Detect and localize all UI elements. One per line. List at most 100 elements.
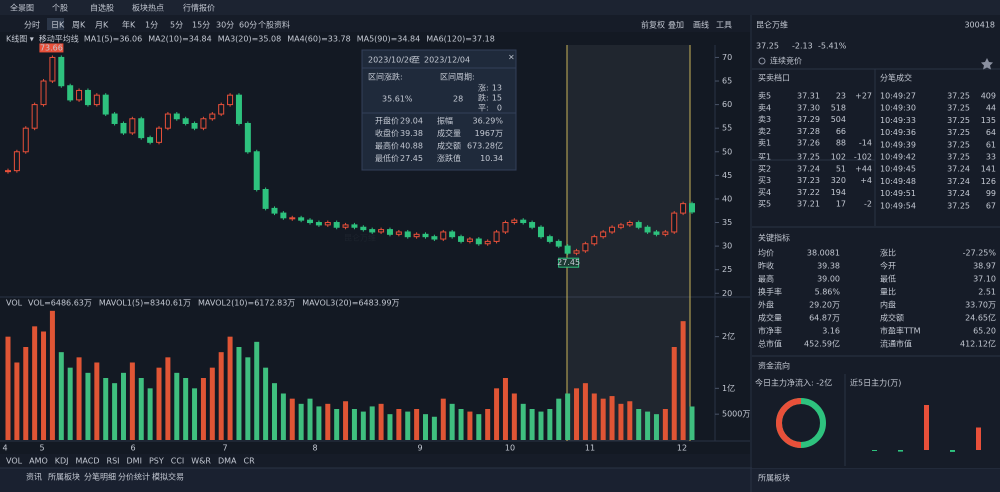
- period-tab[interactable]: 周K: [72, 21, 86, 30]
- close-button[interactable]: ×: [508, 53, 515, 62]
- indicator-tab[interactable]: RSI: [107, 457, 120, 466]
- period-tab[interactable]: 60分: [239, 21, 257, 30]
- candle: [147, 137, 154, 143]
- indicator-tab[interactable]: VOL: [6, 457, 23, 466]
- period-tab[interactable]: 1分: [145, 21, 158, 30]
- indicator-tab[interactable]: KDJ: [55, 457, 69, 466]
- x-tick-label: 4: [2, 444, 7, 453]
- candle: [342, 224, 349, 228]
- trade-volume: 99: [986, 189, 996, 198]
- nav-item[interactable]: 个股: [52, 4, 68, 13]
- indicator-tab[interactable]: AMO: [29, 457, 48, 466]
- candle: [404, 231, 411, 238]
- candle: [422, 233, 429, 238]
- period-tab[interactable]: 30分: [216, 21, 234, 30]
- candle: [253, 151, 260, 191]
- volume-bar: [423, 414, 429, 440]
- level-price: 37.23: [797, 176, 820, 185]
- stat-value: 36.29%: [472, 117, 503, 126]
- x-tick-label: 11: [585, 444, 595, 453]
- nav-item[interactable]: 全景图: [10, 3, 34, 13]
- y-tick-label: 50: [722, 147, 732, 156]
- news-tab[interactable]: 分笔明细: [84, 472, 116, 482]
- trade-volume: 141: [981, 165, 996, 174]
- indicator-tab[interactable]: DMI: [127, 457, 142, 466]
- stat-value: 39.38: [400, 129, 423, 138]
- candle: [351, 224, 358, 228]
- indicator-tab[interactable]: CR: [244, 457, 256, 466]
- volume-bar: [485, 409, 491, 440]
- indicator-tab[interactable]: MACD: [76, 457, 100, 466]
- period-tab[interactable]: 年K: [122, 20, 136, 30]
- trade-time: 10:49:30: [880, 104, 916, 113]
- candle: [378, 229, 385, 233]
- y-tick-label: 5000万: [722, 410, 750, 419]
- volume-bar: [120, 372, 126, 440]
- favorite-icon[interactable]: [981, 58, 993, 70]
- period-tab[interactable]: 日K: [51, 21, 65, 30]
- tool-button[interactable]: 叠加: [668, 20, 684, 30]
- volume-bar: [449, 403, 455, 440]
- top-nav: [0, 0, 1000, 15]
- volume-bar: [680, 321, 686, 440]
- candle: [466, 238, 473, 242]
- indicator-tab[interactable]: W&R: [191, 457, 211, 466]
- stat-value: 27.45: [400, 154, 423, 163]
- ma-legend: MA2(10)=34.84: [148, 35, 212, 44]
- count-label: 跌:: [478, 93, 489, 103]
- news-tab[interactable]: 模拟交易: [152, 472, 184, 482]
- nav-item[interactable]: 自选股: [90, 3, 114, 13]
- y-tick-label: 2亿: [722, 331, 735, 341]
- nav-item[interactable]: 行情报价: [183, 3, 215, 13]
- volume-bar: [138, 378, 144, 440]
- news-tab[interactable]: 所属板块: [48, 472, 80, 482]
- indicator-tab[interactable]: DMA: [218, 457, 237, 466]
- nav-item[interactable]: 板块热点: [132, 3, 164, 13]
- news-tab[interactable]: 分价统计: [118, 472, 150, 482]
- period-tab[interactable]: 5分: [170, 21, 183, 30]
- candle: [573, 250, 580, 254]
- candle: [138, 118, 145, 139]
- candle: [440, 231, 447, 240]
- candle: [84, 89, 91, 106]
- news-tab[interactable]: 资讯: [26, 472, 42, 482]
- metric-label: 市净率: [758, 326, 782, 336]
- volume-bar: [609, 396, 615, 440]
- volume-legend: MAVOL2(10)=6172.83万: [198, 299, 295, 308]
- volume-bar: [129, 362, 135, 440]
- period-tab[interactable]: 月K: [95, 21, 109, 30]
- level-label: 买1: [758, 153, 771, 162]
- popup-content: 2023/10/26至 2023/12/04 × 区间涨跌: 区间周期: 35.61% 28…: [362, 53, 516, 163]
- tool-button[interactable]: 前复权: [641, 20, 665, 30]
- volume-bar: [476, 414, 482, 440]
- candle: [280, 212, 287, 219]
- indicator-selector[interactable]: K线图 ▾: [6, 34, 34, 44]
- candle: [227, 94, 234, 106]
- period-tab[interactable]: 分时: [24, 20, 40, 30]
- volume-bar: [103, 378, 109, 440]
- tool-button[interactable]: 工具: [716, 21, 732, 30]
- level-volume: 518: [831, 103, 846, 112]
- level-price: 37.21: [797, 200, 820, 209]
- level-label: 卖4: [758, 103, 771, 112]
- count-value: 15: [492, 94, 502, 103]
- tool-button[interactable]: 画线: [693, 20, 709, 30]
- y-tick-label: 45: [722, 171, 732, 180]
- trade-price: 37.25: [947, 104, 970, 113]
- metric-value: 64.87万: [809, 314, 840, 323]
- indicator-tab[interactable]: PSY: [149, 457, 164, 466]
- period-tab[interactable]: 15分: [192, 21, 210, 30]
- candle: [218, 104, 225, 115]
- trade-volume: 44: [986, 104, 996, 113]
- metric-value: 33.70万: [965, 301, 996, 310]
- metric-label: 换手率: [758, 287, 782, 297]
- candle: [13, 151, 20, 172]
- section-title: 买卖档口: [758, 73, 790, 83]
- count-label: 平:: [478, 104, 489, 113]
- period-tab[interactable]: 个股资料: [258, 20, 290, 30]
- section-title: 分笔成交: [880, 73, 912, 83]
- volume-bar: [49, 310, 55, 440]
- indicator-tab[interactable]: CCI: [171, 457, 185, 466]
- volume-bar: [200, 378, 206, 440]
- volume-legend: MAVOL1(5)=8340.61万: [99, 299, 191, 308]
